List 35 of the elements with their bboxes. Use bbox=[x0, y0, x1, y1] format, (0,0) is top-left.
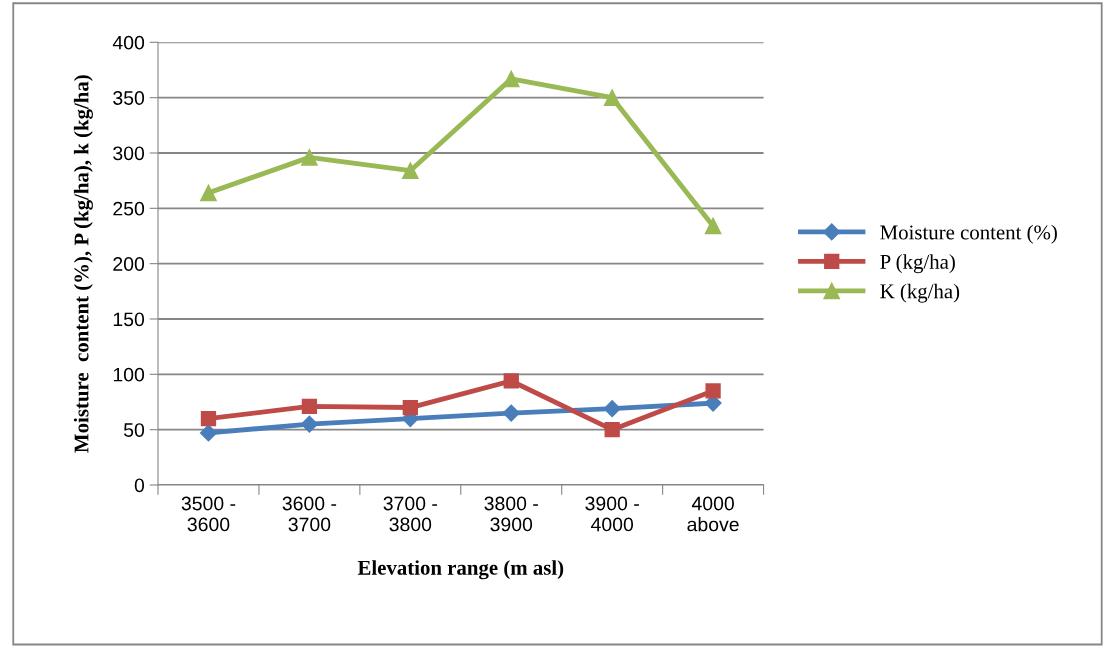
y-tick-label: 250 bbox=[113, 201, 145, 216]
point bbox=[200, 184, 217, 202]
y-tick-label: 200 bbox=[113, 257, 145, 271]
x-tick-label: 3900 - 4000 bbox=[585, 496, 639, 532]
legend-label: Moisture content (%) bbox=[880, 224, 1057, 244]
point bbox=[401, 162, 419, 180]
point bbox=[604, 422, 620, 438]
point bbox=[704, 217, 722, 235]
x-axis-title: Elevation range (m asl) bbox=[357, 560, 564, 580]
x-tick-label: 3500 - 3600 bbox=[181, 496, 236, 532]
x-tick-label: 3700 - 3800 bbox=[383, 496, 438, 532]
y-tick-label: 0 bbox=[134, 478, 145, 493]
y-tick-label: 100 bbox=[113, 367, 145, 382]
point bbox=[402, 399, 418, 416]
point bbox=[200, 410, 217, 427]
x-tick-label: 3600 - 3700 bbox=[282, 496, 337, 532]
y-axis-title: Moisture content (%), P (kg/ha), k (kg/ha) bbox=[73, 75, 93, 453]
point bbox=[300, 415, 318, 433]
point bbox=[502, 404, 520, 422]
y-tick-label: 350 bbox=[113, 91, 145, 105]
x-tick-label: 4000 above bbox=[687, 496, 739, 532]
point bbox=[301, 398, 318, 415]
y-tick-label: 400 bbox=[112, 35, 145, 50]
point bbox=[603, 89, 621, 106]
point bbox=[705, 383, 721, 399]
y-tick-label: 300 bbox=[113, 146, 145, 161]
point bbox=[603, 400, 621, 418]
point bbox=[503, 373, 519, 389]
legend-label: P (kg/ha) bbox=[880, 254, 955, 274]
legend-label: K (kg/ha) bbox=[880, 283, 960, 303]
point bbox=[301, 149, 318, 166]
y-tick-label: 50 bbox=[123, 423, 145, 437]
point bbox=[199, 424, 218, 442]
x-tick-label: 3800 - 3900 bbox=[484, 496, 538, 532]
y-tick-label: 150 bbox=[113, 312, 145, 327]
